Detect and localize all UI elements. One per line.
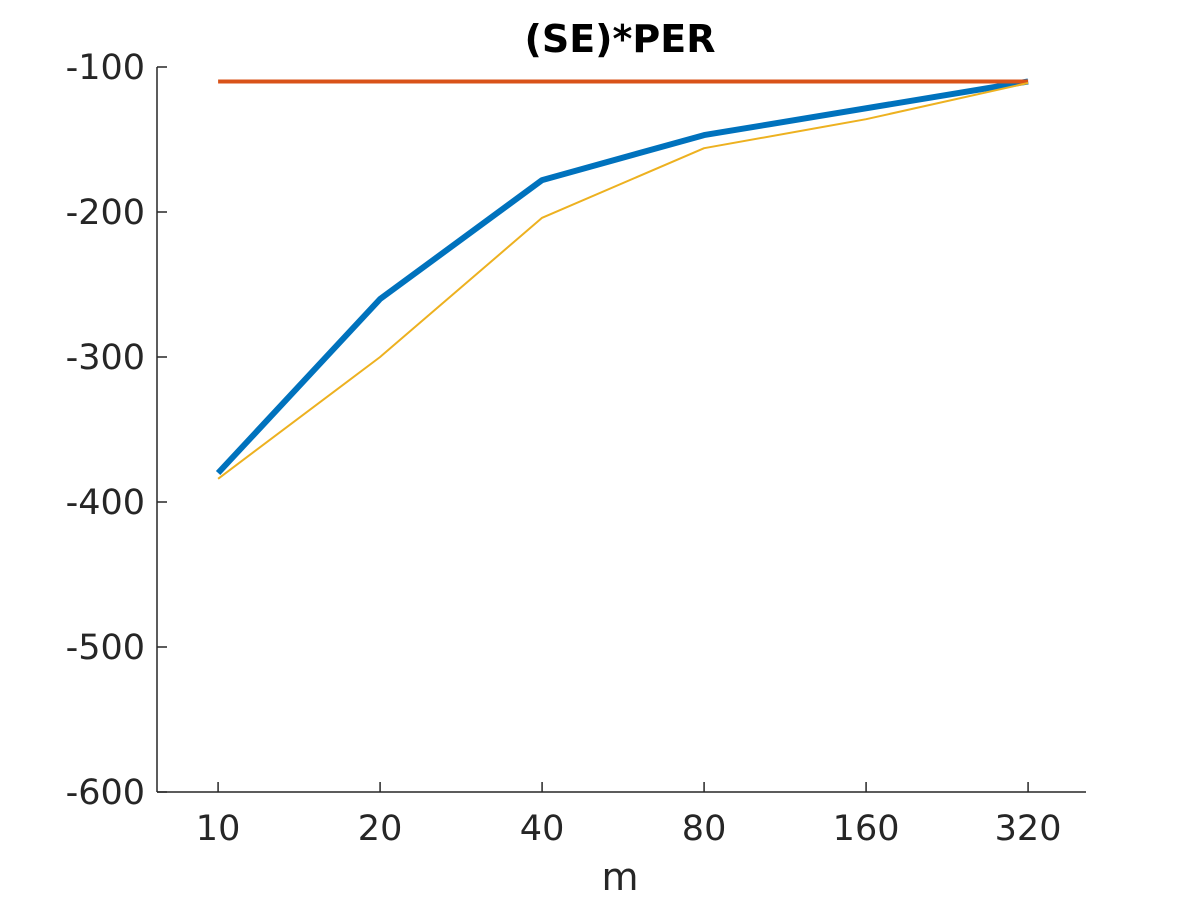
y-tick-label: -300 [66, 338, 145, 378]
y-tick-label: -500 [66, 628, 145, 668]
x-tick-label: 20 [358, 809, 403, 849]
series-line-3 [217, 82, 1029, 480]
x-tick-label: 320 [995, 809, 1062, 849]
x-tick-label: 40 [520, 809, 565, 849]
plot-area [215, 78, 1029, 480]
y-tick-label: -200 [66, 193, 145, 233]
chart-title: (SE)*PER [524, 17, 715, 61]
x-tick-label: 160 [833, 809, 900, 849]
x-axis-label: m [601, 855, 638, 899]
axes: -100 -200 -300 -400 -500 -600 10 20 40 80 160 320 [66, 48, 1086, 849]
x-tick-label: 10 [196, 809, 241, 849]
x-tick-label: 80 [682, 809, 727, 849]
y-tick-label: -400 [66, 483, 145, 523]
y-tick-label: -600 [66, 773, 145, 813]
series-line-1 [215, 78, 1029, 476]
y-tick-label: -100 [66, 48, 145, 88]
